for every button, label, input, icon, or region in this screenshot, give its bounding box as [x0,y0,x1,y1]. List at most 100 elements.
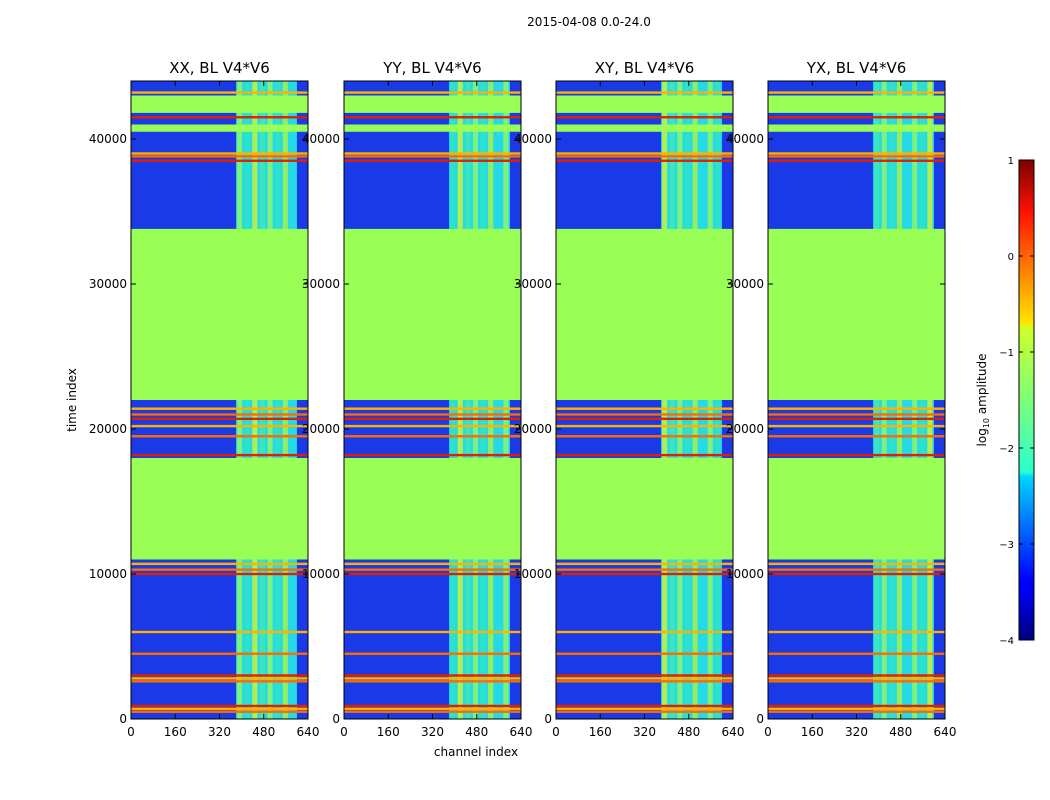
hot-row [768,453,945,457]
hot-row [344,707,521,711]
panel-title: YX, BL V4*V6 [806,59,907,77]
hot-row [768,572,945,576]
hot-row [556,677,733,680]
y-tick-label: 20000 [89,422,127,436]
x-tick-label: 640 [510,725,533,739]
y-tick-label: 20000 [726,422,764,436]
hot-row [131,159,308,162]
x-tick-label: 480 [465,725,488,739]
hot-row [768,424,945,428]
hot-row [768,680,945,683]
y-tick-label: 30000 [726,277,764,291]
heatmap-image [768,81,945,719]
hot-row [556,562,733,566]
colorbar-label-log: log [975,428,989,446]
hot-row [131,680,308,683]
x-tick-label: 640 [297,725,320,739]
hot-row [768,152,945,155]
panel-1: YY, BL V4*V6 0 160 320 480 640 0 10000 20000 3000… [302,59,533,739]
x-tick-label: 0 [764,725,772,739]
hot-row [344,435,521,438]
hot-row [556,116,733,119]
hot-row [344,152,521,155]
hot-row [556,630,733,634]
colorbar-gradient [1018,159,1035,641]
flagged-block [344,124,521,132]
hot-row [768,707,945,711]
flagged-block [344,228,521,400]
x-tick-label: 160 [589,725,612,739]
x-axis-label: channel index [434,745,518,759]
hot-row [768,562,945,566]
hot-row [556,710,733,713]
hot-row [768,674,945,677]
flagged-block [768,458,945,560]
y-tick-label: 40000 [726,132,764,146]
y-tick-label: 40000 [514,132,552,146]
hot-row [556,413,733,416]
hot-row [344,417,521,421]
hot-row [131,152,308,155]
colorbar-tick-label: −3 [999,540,1014,551]
hot-row [768,677,945,680]
hot-row [131,453,308,457]
hot-row [768,435,945,438]
hot-row [344,652,521,655]
hot-row [768,417,945,421]
flagged-block [556,95,733,113]
hot-row [344,704,521,708]
y-tick-label: 20000 [514,422,552,436]
hot-row [131,91,308,94]
panels-group: XX, BL V4*V6 0 160 320 480 640 0 10000 20000 3000… [89,59,957,739]
hot-row [344,116,521,119]
hot-row [556,707,733,711]
hot-row [344,424,521,428]
x-tick-label: 0 [127,725,135,739]
panel-3: YX, BL V4*V6 0 160 320 480 640 0 10000 20000 3000… [726,59,957,739]
hot-row [768,159,945,162]
hot-row [768,407,945,410]
hot-row [768,652,945,655]
x-tick-label: 160 [801,725,824,739]
y-tick-label: 10000 [89,567,127,581]
panel-2: XY, BL V4*V6 0 160 320 480 640 0 10000 20000 3000… [514,59,745,739]
hot-row [556,424,733,428]
hot-row [556,453,733,457]
y-tick-label: 10000 [726,567,764,581]
hot-row [344,568,521,571]
x-tick-label: 160 [164,725,187,739]
hot-row [131,413,308,416]
hot-row [556,572,733,576]
hot-row [131,572,308,576]
colorbar-tick-label: −1 [999,348,1014,359]
y-axis-label: time index [65,368,79,432]
hot-row [131,562,308,566]
hot-row [131,652,308,655]
hot-row [768,630,945,634]
hot-row [556,568,733,571]
y-tick-label: 40000 [89,132,127,146]
hot-row [768,116,945,119]
hot-row [768,91,945,94]
hot-row [768,568,945,571]
colorbar-tick-label: −2 [999,444,1014,455]
hot-row [344,572,521,576]
hot-row [131,155,308,158]
x-tick-label: 640 [934,725,957,739]
y-tick-label: 10000 [302,567,340,581]
hot-row [556,91,733,94]
flagged-block [131,124,308,132]
y-tick-label: 30000 [514,277,552,291]
colorbar-label-base: 10 [982,418,991,428]
colorbar-tick-label: 1 [1008,156,1014,167]
hot-row [344,680,521,683]
hot-row [556,159,733,162]
y-tick-label: 0 [119,712,127,726]
hot-row [131,435,308,438]
panel-title: XY, BL V4*V6 [595,59,695,77]
y-tick-label: 0 [544,712,552,726]
hot-row [131,417,308,421]
y-tick-label: 10000 [514,567,552,581]
x-tick-label: 320 [845,725,868,739]
